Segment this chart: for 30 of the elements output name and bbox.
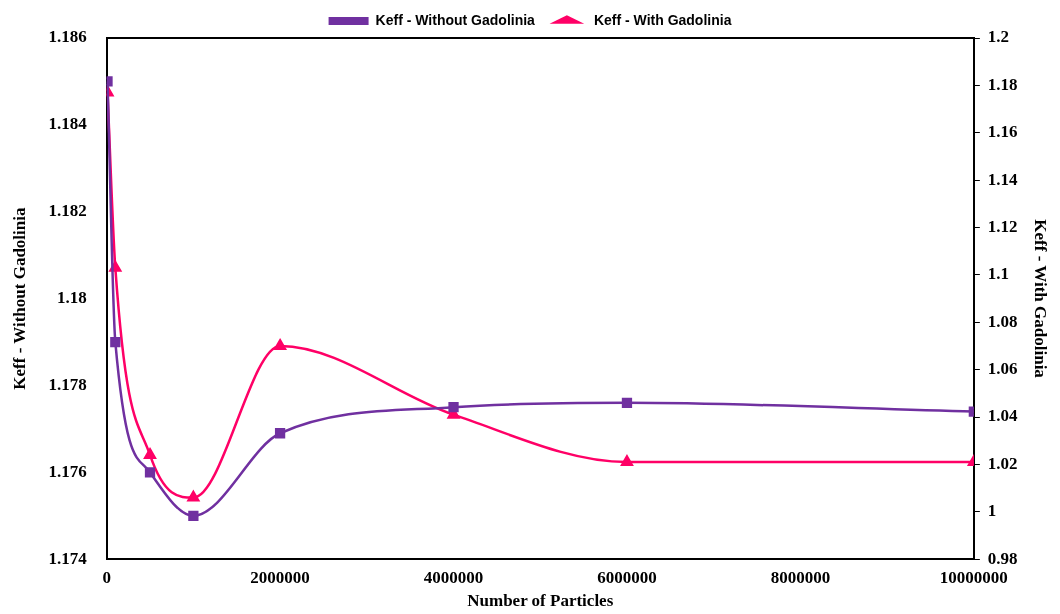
x-tick-label: 0 xyxy=(102,567,111,587)
y-tick-label: 1.186 xyxy=(48,27,87,47)
x-tick-label: 8000000 xyxy=(770,567,831,587)
y2-tick-label: 1.16 xyxy=(987,122,1018,142)
y2-axis-title: Keff - With Gadolinia xyxy=(1031,219,1051,379)
y-tick-label: 1.176 xyxy=(48,461,87,481)
y2-tick-label: 1.1 xyxy=(987,264,1010,284)
y-tick-label: 1.174 xyxy=(48,548,88,568)
y-tick-label: 1.182 xyxy=(48,201,87,221)
y2-tick-label: 1.06 xyxy=(987,359,1018,379)
y2-tick-label: 1.18 xyxy=(987,74,1018,94)
y2-tick-label: 1 xyxy=(987,501,997,521)
x-tick-label: 10000000 xyxy=(939,567,1008,587)
x-tick-label: 4000000 xyxy=(423,567,484,587)
y-axis-title: Keff - Without Gadolinia xyxy=(9,207,29,390)
y-tick-label: 1.18 xyxy=(56,287,87,307)
y2-tick-label: 1.2 xyxy=(987,27,1010,47)
x-axis-title: Number of Particles xyxy=(467,591,614,611)
x-tick-label: 2000000 xyxy=(250,567,310,587)
y2-tick-label: 1.02 xyxy=(987,453,1018,473)
y2-tick-label: 0.98 xyxy=(987,548,1018,568)
y2-tick-label: 1.08 xyxy=(987,311,1018,331)
y-tick-label: 1.184 xyxy=(48,114,88,134)
y2-tick-label: 1.12 xyxy=(987,216,1018,236)
legend-label: Keff - Without Gadolinia xyxy=(375,11,536,28)
y2-tick-label: 1.04 xyxy=(987,406,1019,426)
legend-label: Keff - With Gadolinia xyxy=(593,11,732,28)
x-tick-label: 6000000 xyxy=(597,567,657,587)
y2-tick-label: 1.14 xyxy=(987,169,1019,189)
y-tick-label: 1.178 xyxy=(48,374,87,394)
